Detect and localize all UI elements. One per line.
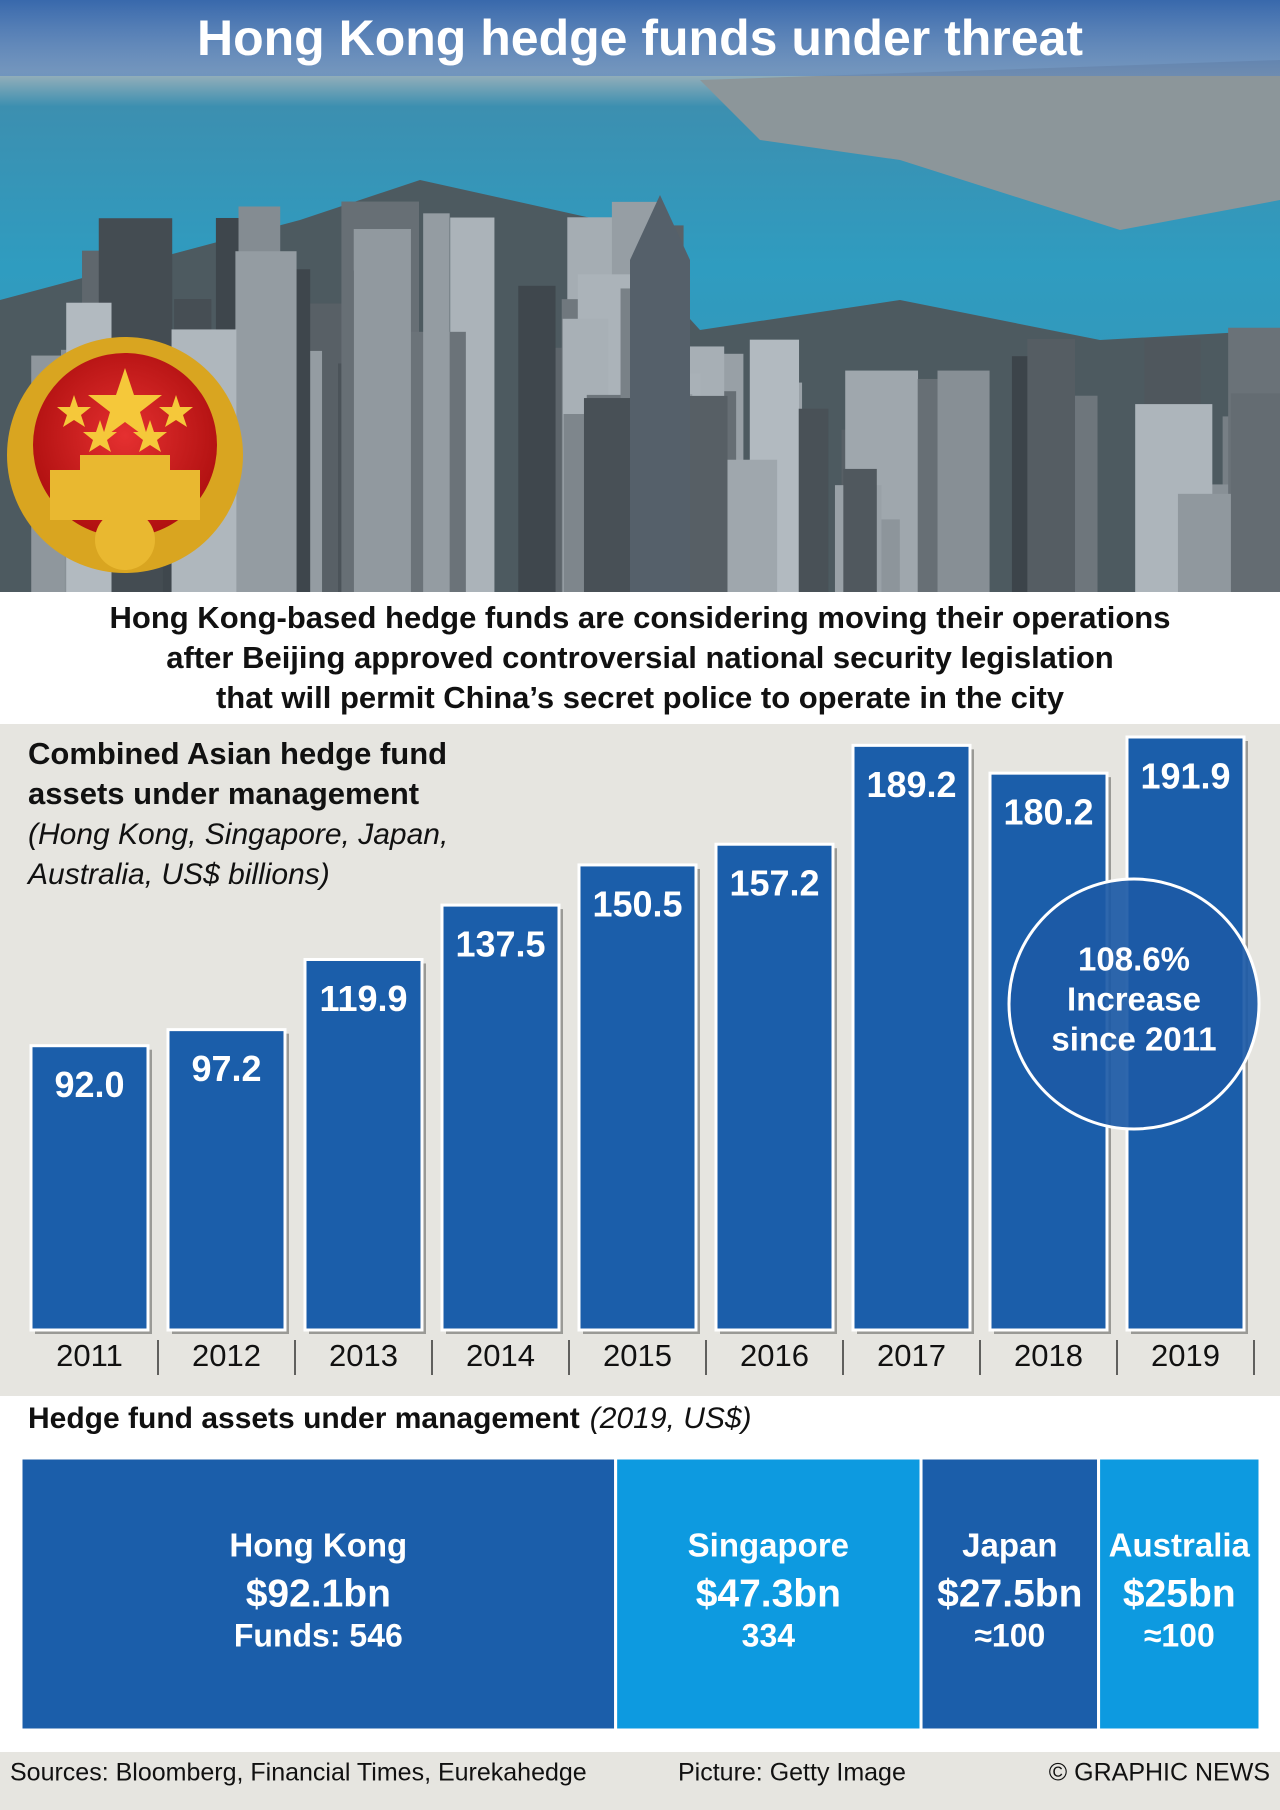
treemap-cell — [919, 1456, 1101, 1732]
cell-funds: ≈100 — [1144, 1617, 1215, 1653]
building — [518, 285, 556, 592]
value-label: 189.2 — [866, 764, 956, 805]
emblem-star — [133, 420, 167, 452]
building — [1177, 493, 1238, 592]
x-tick-label: 2016 — [740, 1338, 809, 1373]
value-label: 150.5 — [592, 883, 682, 924]
x-tick-label: 2019 — [1151, 1338, 1220, 1373]
annotation: since 2011 — [1051, 1021, 1216, 1058]
building — [1027, 338, 1076, 592]
emblem-star — [83, 420, 117, 452]
emblem-star — [88, 368, 162, 439]
emblem-gate-roof — [80, 455, 170, 470]
treemap-cell — [1097, 1456, 1262, 1732]
building — [423, 213, 450, 592]
cell-value: $92.1bn — [246, 1572, 391, 1615]
bar — [714, 842, 835, 1332]
title-banner — [0, 0, 1280, 76]
sources: Sources: Bloomberg, Financial Times, Eur… — [10, 1759, 587, 1787]
annotation-circle — [1007, 877, 1261, 1131]
cell-name: Australia — [1109, 1527, 1251, 1564]
emblem-gear — [95, 510, 155, 570]
value-label: 157.2 — [729, 863, 819, 904]
value-label: 119.9 — [319, 978, 407, 1019]
main-title: Hong Kong hedge funds under threat — [197, 10, 1083, 66]
cell-funds: 334 — [742, 1617, 796, 1653]
copyright: © GRAPHIC NEWS — [1049, 1759, 1270, 1787]
tower — [630, 195, 690, 592]
bar — [166, 1028, 287, 1332]
intro-line: Hong Kong-based hedge funds are consider… — [110, 600, 1171, 635]
treemap-cell — [19, 1456, 618, 1732]
bar — [303, 957, 424, 1332]
value-label: 180.2 — [1003, 792, 1093, 833]
bar — [440, 903, 561, 1332]
footer-bar — [0, 1752, 1280, 1810]
building — [798, 408, 829, 592]
building — [843, 468, 877, 592]
bar — [29, 1044, 150, 1332]
x-tick-label: 2011 — [56, 1338, 123, 1373]
cell-funds: Funds: 546 — [234, 1617, 403, 1653]
x-tick-label: 2017 — [877, 1338, 946, 1373]
cell-funds: ≈100 — [974, 1617, 1045, 1653]
value-label: 191.9 — [1140, 756, 1230, 797]
building — [1230, 393, 1280, 592]
treemap-title: Hedge fund assets under management — [28, 1402, 580, 1435]
x-tick-label: 2018 — [1014, 1338, 1083, 1373]
far-shore — [700, 60, 1280, 230]
intro-line: that will permit China’s secret police t… — [216, 680, 1065, 715]
building — [937, 370, 990, 592]
emblem-star — [57, 395, 91, 427]
value-label: 92.0 — [54, 1064, 124, 1105]
cell-name: Hong Kong — [229, 1527, 407, 1564]
emblem-gate — [50, 470, 200, 520]
picture-credit: Picture: Getty Image — [678, 1759, 906, 1787]
annotation: Increase — [1067, 981, 1201, 1018]
bar — [577, 863, 698, 1332]
x-tick-label: 2015 — [603, 1338, 672, 1373]
cell-name: Japan — [962, 1527, 1057, 1564]
building — [687, 395, 728, 592]
treemap-cell — [614, 1456, 923, 1732]
x-tick-label: 2014 — [466, 1338, 535, 1373]
chart-subtitle: Australia, US$ billions) — [26, 858, 330, 891]
bar-chart: 92.0 2011 97.2 2012 119.9 2013 137.5 2014 150.5 2… — [29, 735, 1261, 1375]
x-tick-label: 2012 — [192, 1338, 261, 1373]
chart-title: assets under management — [28, 776, 419, 811]
value-label: 97.2 — [191, 1048, 261, 1089]
cell-value: $25bn — [1123, 1572, 1236, 1615]
treemap-subtitle: (2019, US$) — [590, 1402, 752, 1435]
cell-value: $27.5bn — [937, 1572, 1082, 1615]
emblem — [7, 337, 243, 573]
x-tick-label: 2013 — [329, 1338, 398, 1373]
cell-value: $47.3bn — [696, 1572, 841, 1615]
building — [235, 251, 297, 592]
annotation: 108.6% — [1078, 941, 1190, 978]
chart-subtitle: (Hong Kong, Singapore, Japan, — [28, 818, 448, 851]
intro-line: after Beijing approved controversial nat… — [166, 640, 1113, 675]
cell-name: Singapore — [688, 1527, 849, 1564]
emblem-star — [159, 395, 193, 427]
bar — [851, 743, 972, 1332]
value-label: 137.5 — [455, 924, 545, 965]
building — [353, 229, 411, 592]
chart-title: Combined Asian hedge fund — [28, 736, 447, 771]
